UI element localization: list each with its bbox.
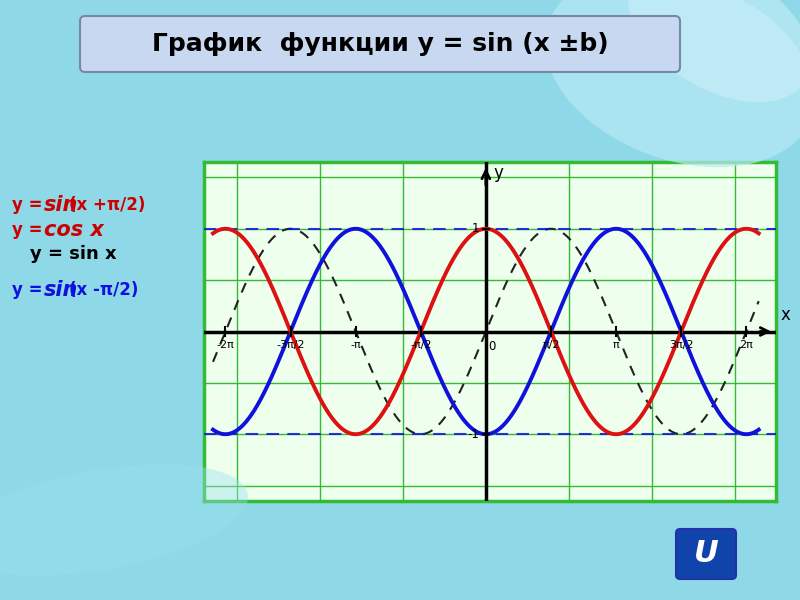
Text: 2π: 2π [739,340,753,350]
Text: -π/2: -π/2 [410,340,431,350]
Text: sin: sin [44,280,78,300]
FancyBboxPatch shape [676,529,736,579]
Text: y =: y = [12,221,48,239]
Text: y =: y = [12,196,48,214]
Text: x: x [780,307,790,325]
Text: y =: y = [12,281,48,299]
Ellipse shape [628,0,800,102]
Text: sin: sin [44,195,78,215]
Text: График  функции y = sin (x ±b): График функции y = sin (x ±b) [152,32,608,56]
Text: -1: -1 [468,428,480,441]
FancyBboxPatch shape [80,16,680,72]
Text: 0: 0 [488,340,496,353]
Text: π: π [613,340,619,350]
Text: -2π: -2π [217,340,234,350]
Text: U: U [694,539,718,569]
Text: y: y [494,164,503,182]
Text: y = sin x: y = sin x [30,245,117,263]
Ellipse shape [0,464,248,576]
Text: 1: 1 [472,222,480,235]
Text: 3π/2: 3π/2 [669,340,694,350]
Text: cos x: cos x [44,220,104,240]
Text: π/2: π/2 [542,340,560,350]
Text: -3π/2: -3π/2 [276,340,305,350]
Text: (x -π/2): (x -π/2) [69,281,138,299]
Text: -π: -π [350,340,361,350]
Ellipse shape [545,0,800,167]
Text: (x +π/2): (x +π/2) [69,196,146,214]
